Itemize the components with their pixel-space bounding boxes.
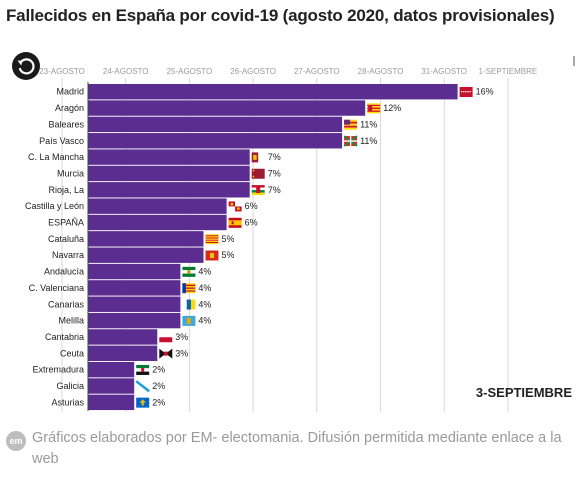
em-logo: em [6, 431, 26, 451]
cantabria-flag-icon [159, 332, 173, 343]
baleares-flag-icon [344, 119, 358, 130]
chart-title: Fallecidos en España por covid-19 (agost… [6, 6, 555, 25]
bar [88, 329, 158, 345]
category-label: C. La Mancha [28, 152, 84, 162]
bar [88, 116, 343, 133]
pais-vasco-flag-icon [343, 135, 358, 147]
category-label: País Vasco [39, 136, 84, 146]
bar [88, 361, 135, 378]
category-label: Extremadura [32, 365, 84, 375]
bar [88, 394, 135, 411]
value-label: 11% [360, 119, 377, 129]
bar [88, 100, 366, 116]
bar [88, 378, 135, 394]
replay-button[interactable] [12, 52, 40, 80]
category-label: Baleares [48, 119, 84, 129]
bar [88, 133, 343, 149]
value-label: 6% [245, 218, 258, 228]
category-label: Castilla y León [25, 201, 84, 211]
value-label: 3% [175, 348, 188, 358]
value-label: 4% [198, 316, 211, 326]
replay-icon [17, 58, 35, 75]
value-label: 2% [152, 397, 165, 407]
bar [88, 214, 227, 231]
asturias-flag-icon [136, 397, 150, 408]
bar [88, 198, 227, 214]
spain-flag-icon [228, 217, 242, 228]
la-rioja-flag-icon [251, 185, 265, 196]
category-label: Aragón [55, 103, 84, 113]
x-tick-label: 27-AGOSTO [294, 67, 340, 76]
footer-text: Gráficos elaborados por EM- electomania.… [32, 430, 562, 467]
bar [88, 231, 204, 247]
x-tick-label: 28-AGOSTO [358, 67, 404, 76]
category-label: Rioja, La [48, 185, 84, 195]
bar [88, 280, 181, 296]
x-tick-label: 26-AGOSTO [230, 67, 276, 76]
value-label: 4% [198, 267, 211, 277]
bar-chart: 23-AGOSTO 24-AGOSTO 25-AGOSTO 26-AGOSTO 27-A… [25, 56, 575, 412]
murcia-flag-icon [251, 168, 265, 179]
value-label: 16% [476, 87, 494, 97]
category-label: Cataluña [48, 234, 84, 244]
x-tick-label: 25-AGOSTO [167, 67, 213, 76]
madrid-flag-icon [459, 87, 473, 97]
ceuta-flag-icon [159, 348, 173, 359]
value-label: 4% [198, 283, 211, 293]
bar [88, 247, 204, 263]
category-label: C. Valenciana [29, 283, 84, 293]
comunidad-valenciana-flag-icon [182, 283, 196, 294]
value-label: 2% [152, 381, 165, 391]
navarra-flag-icon [205, 250, 219, 261]
value-label: 6% [245, 201, 258, 211]
castilla-la-mancha-flag-icon [251, 152, 265, 163]
aragon-flag-icon [367, 103, 381, 114]
bar [88, 312, 181, 329]
value-label: 3% [175, 332, 188, 342]
category-label: Asturias [51, 397, 84, 407]
bar [88, 165, 250, 182]
category-label: ESPAÑA [48, 218, 84, 228]
andalucia-flag-icon [182, 266, 196, 277]
extremadura-flag-icon [136, 364, 150, 375]
value-label: 12% [383, 103, 401, 113]
category-label: Navarra [52, 250, 84, 260]
bar [88, 296, 181, 312]
value-label: 7% [268, 168, 281, 178]
value-label: 2% [152, 365, 165, 375]
category-label: Cantabria [45, 332, 84, 342]
x-tick-label: 24-AGOSTO [103, 67, 149, 76]
castilla-y-leon-flag-icon [228, 201, 242, 212]
value-label: 7% [268, 152, 281, 162]
x-tick-label: 1-SEPTIEMBRE [479, 67, 538, 76]
x-tick-label: 31-AGOSTO [421, 67, 467, 76]
current-date-label: 3-SEPTIEMBRE [475, 385, 572, 400]
category-label: Melilla [58, 316, 84, 326]
bar [88, 345, 158, 361]
cataluna-flag-icon [205, 234, 219, 245]
category-label: Canarias [48, 299, 85, 309]
bar [88, 149, 250, 165]
x-tick-label: 23-AGOSTO [39, 67, 85, 76]
galicia-flag-icon [135, 380, 150, 393]
category-label: Galicia [56, 381, 84, 391]
value-label: 7% [268, 185, 281, 195]
bar [88, 84, 458, 100]
value-label: 4% [198, 299, 211, 309]
category-label: Murcia [57, 168, 84, 178]
value-label: 5% [222, 250, 235, 260]
melilla-flag-icon [182, 315, 196, 326]
value-label: 11% [360, 136, 377, 146]
canarias-flag-icon [182, 299, 196, 310]
category-label: Andalucía [44, 267, 84, 277]
category-label: Ceuta [60, 348, 84, 358]
category-label: Madrid [56, 87, 84, 97]
bar [88, 263, 181, 280]
bar [88, 182, 250, 198]
value-label: 5% [222, 234, 235, 244]
